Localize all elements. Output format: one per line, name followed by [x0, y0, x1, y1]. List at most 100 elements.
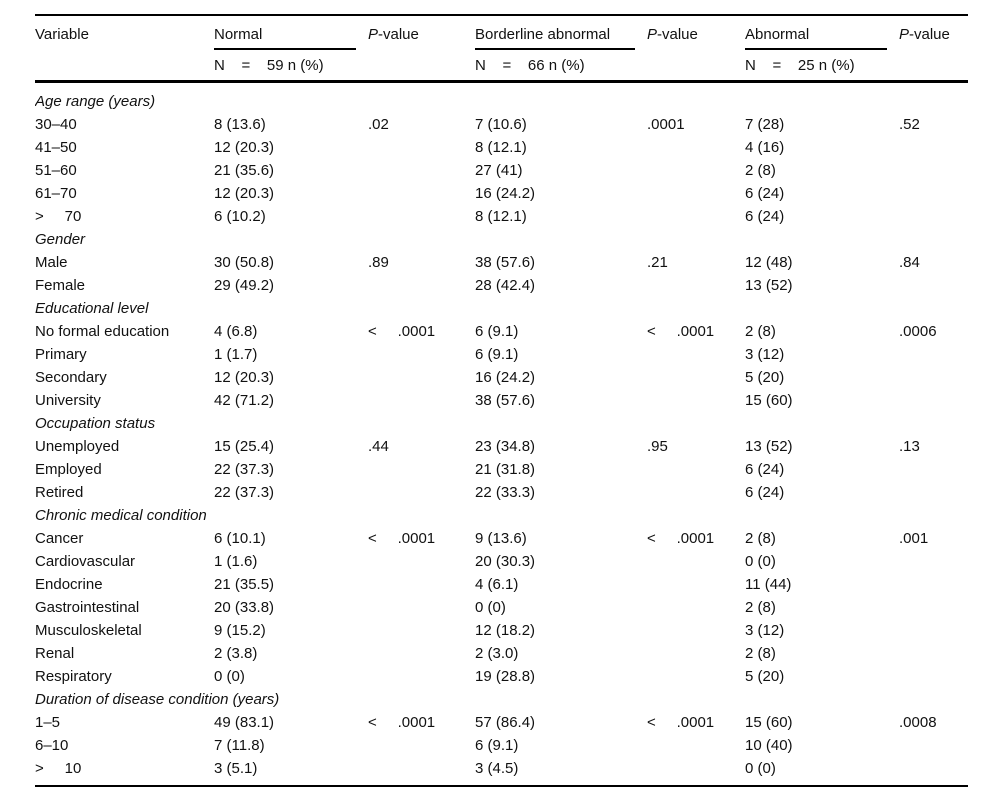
- cell-abnormal: 5 (20): [745, 369, 785, 386]
- row-label: Endocrine: [35, 576, 103, 593]
- header-spacer: [368, 50, 475, 82]
- cell-normal: 22 (37.3): [214, 484, 275, 501]
- cell-abnormal: 2 (8): [745, 323, 776, 340]
- row-label: Male: [35, 254, 68, 271]
- row-label: Cardiovascular: [35, 553, 136, 570]
- cell-p-value-2: [647, 366, 745, 389]
- col-header-p-value-1: P-value: [368, 15, 475, 50]
- cell-p-value-2: < .0001: [647, 714, 715, 731]
- col-header-normal: Normal: [214, 15, 368, 50]
- col-header-p-value-3: P-value: [899, 15, 968, 50]
- n-count-borderline: N = 66 n (%): [475, 56, 585, 74]
- cell-normal: 12 (20.3): [214, 369, 275, 386]
- section-row: Age range (years): [35, 82, 968, 114]
- table-row: 41–50 12 (20.3) 8 (12.1) 4 (16): [35, 136, 968, 159]
- section-title: Educational level: [35, 300, 149, 317]
- cell-p-value-3: .0008: [899, 714, 937, 731]
- section-title: Occupation status: [35, 415, 156, 432]
- row-label: Cancer: [35, 530, 84, 547]
- cell-p-value-1: [368, 481, 475, 504]
- cell-p-value-1: [368, 389, 475, 412]
- row-label: Employed: [35, 461, 102, 478]
- cell-p-value-2: [647, 182, 745, 205]
- cell-p-value-3: [899, 596, 968, 619]
- p-value-italic: P: [647, 26, 658, 43]
- cell-p-value-3: [899, 619, 968, 642]
- cell-p-value-1: < .0001: [368, 530, 436, 547]
- statistics-table: Variable Normal P-value Borderline abnor…: [35, 14, 968, 787]
- cell-normal: 49 (83.1): [214, 714, 275, 731]
- cell-borderline-abnormal: 38 (57.6): [475, 254, 536, 271]
- row-label: Gastrointestinal: [35, 599, 140, 616]
- section-row: Gender: [35, 228, 968, 251]
- cell-abnormal: 3 (12): [745, 346, 785, 363]
- cell-normal: 21 (35.5): [214, 576, 275, 593]
- table-row: 51–60 21 (35.6) 27 (41) 2 (8): [35, 159, 968, 182]
- cell-normal: 21 (35.6): [214, 162, 275, 179]
- cell-p-value-3: .001: [899, 530, 929, 547]
- cell-abnormal: 11 (44): [745, 576, 792, 593]
- cell-p-value-3: [899, 757, 968, 786]
- cell-borderline-abnormal: 27 (41): [475, 162, 523, 179]
- cell-p-value-1: .89: [368, 254, 389, 271]
- row-label: > 10: [35, 760, 82, 777]
- table-row: University 42 (71.2) 38 (57.6) 15 (60): [35, 389, 968, 412]
- cell-normal: 30 (50.8): [214, 254, 275, 271]
- cell-p-value-2: [647, 343, 745, 366]
- table-row: Cancer 6 (10.1) < .0001 9 (13.6) < .0001 2 (8…: [35, 527, 968, 550]
- cell-abnormal: 15 (60): [745, 714, 793, 731]
- cell-abnormal: 2 (8): [745, 645, 776, 662]
- cell-borderline-abnormal: 7 (10.6): [475, 116, 527, 133]
- cell-p-value-1: [368, 343, 475, 366]
- cell-p-value-2: [647, 274, 745, 297]
- col-header-variable-label: Variable: [35, 26, 89, 43]
- cell-normal: 9 (15.2): [214, 622, 266, 639]
- cell-p-value-1: [368, 757, 475, 786]
- n-count-normal: N = 59 n (%): [214, 56, 324, 74]
- cell-borderline-abnormal: 0 (0): [475, 599, 506, 616]
- cell-p-value-3: [899, 458, 968, 481]
- cell-abnormal: 6 (24): [745, 185, 785, 202]
- col-header-borderline-label: Borderline abnormal: [475, 26, 635, 50]
- cell-p-value-3: [899, 642, 968, 665]
- cell-p-value-2: < .0001: [647, 323, 715, 340]
- cell-p-value-2: < .0001: [647, 530, 715, 547]
- table-row: Respiratory 0 (0) 19 (28.8) 5 (20): [35, 665, 968, 688]
- cell-p-value-2: [647, 458, 745, 481]
- cell-p-value-3: [899, 274, 968, 297]
- cell-borderline-abnormal: 4 (6.1): [475, 576, 519, 593]
- cell-p-value-2: [647, 596, 745, 619]
- row-label: 51–60: [35, 162, 77, 179]
- cell-p-value-3: [899, 182, 968, 205]
- cell-p-value-2: [647, 757, 745, 786]
- cell-borderline-abnormal: 6 (9.1): [475, 737, 519, 754]
- section-row: Educational level: [35, 297, 968, 320]
- col-header-abnormal: Abnormal: [745, 15, 899, 50]
- cell-p-value-3: [899, 366, 968, 389]
- row-label: Renal: [35, 645, 75, 662]
- cell-p-value-2: [647, 665, 745, 688]
- cell-normal: 0 (0): [214, 668, 245, 685]
- cell-abnormal: 2 (8): [745, 530, 776, 547]
- cell-normal: 12 (20.3): [214, 185, 275, 202]
- row-label: No formal education: [35, 323, 170, 340]
- cell-abnormal: 10 (40): [745, 737, 793, 754]
- cell-normal: 6 (10.1): [214, 530, 266, 547]
- cell-p-value-3: [899, 734, 968, 757]
- cell-normal: 1 (1.6): [214, 553, 258, 570]
- cell-p-value-3: [899, 481, 968, 504]
- cell-borderline-abnormal: 19 (28.8): [475, 668, 536, 685]
- col-header-borderline-abnormal: Borderline abnormal: [475, 15, 647, 50]
- cell-p-value-3: [899, 573, 968, 596]
- cell-borderline-abnormal: 16 (24.2): [475, 185, 536, 202]
- table-row: Retired 22 (37.3) 22 (33.3) 6 (24): [35, 481, 968, 504]
- cell-abnormal: 0 (0): [745, 760, 776, 777]
- row-label: 30–40: [35, 116, 77, 133]
- cell-borderline-abnormal: 21 (31.8): [475, 461, 536, 478]
- cell-p-value-1: [368, 366, 475, 389]
- cell-p-value-3: .13: [899, 438, 920, 455]
- cell-p-value-1: [368, 274, 475, 297]
- table-row: Female 29 (49.2) 28 (42.4) 13 (52): [35, 274, 968, 297]
- cell-abnormal: 6 (24): [745, 208, 785, 225]
- table-row: Cardiovascular 1 (1.6) 20 (30.3) 0 (0): [35, 550, 968, 573]
